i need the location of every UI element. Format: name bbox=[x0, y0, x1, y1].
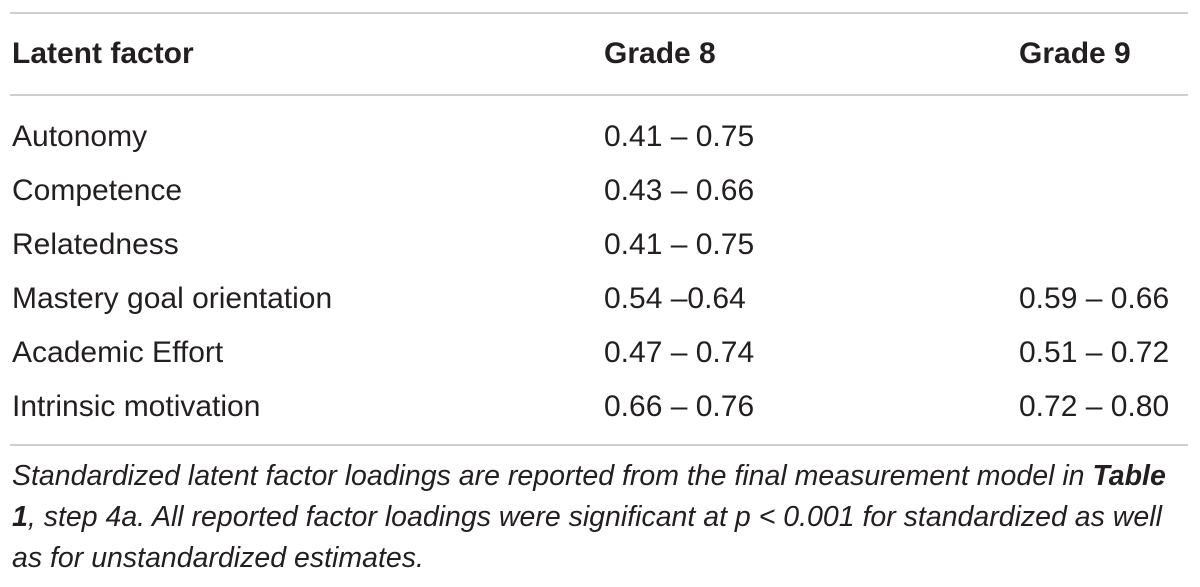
header-rule bbox=[10, 94, 1188, 96]
factor-cell: Competence bbox=[12, 174, 183, 207]
factor-loadings-body: Autonomy 0.41 – 0.75 Competence 0.43 – 0… bbox=[10, 96, 1188, 444]
table-footnote: Standardized latent factor loadings are … bbox=[10, 446, 1190, 579]
factor-cell: Academic Effort bbox=[12, 336, 224, 369]
bottom-rule bbox=[10, 444, 1188, 446]
table-row: Academic Effort 0.47 – 0.74 0.51 – 0.72 bbox=[10, 326, 1188, 380]
table-row: Mastery goal orientation 0.54 –0.64 0.59… bbox=[10, 272, 1188, 326]
factor-cell: Intrinsic motivation bbox=[12, 390, 261, 423]
header-grade-9: Grade 9 bbox=[1019, 37, 1131, 70]
grade-8-cell: 0.66 – 0.76 bbox=[604, 390, 755, 423]
grade-8-cell: 0.54 –0.64 bbox=[604, 282, 746, 315]
footnote-text-1: Standardized latent factor loadings are … bbox=[12, 460, 1093, 492]
grade-9-cell bbox=[1019, 218, 1188, 272]
factor-cell: Mastery goal orientation bbox=[12, 282, 333, 315]
header-row: Latent factor Grade 8 Grade 9 bbox=[10, 14, 1188, 94]
header-latent-factor: Latent factor bbox=[12, 37, 194, 70]
grade-8-cell: 0.41 – 0.75 bbox=[604, 120, 755, 153]
grade-8-cell: 0.47 – 0.74 bbox=[604, 336, 755, 369]
grade-9-cell: 0.51 – 0.72 bbox=[1019, 336, 1170, 369]
table-row: Intrinsic motivation 0.66 – 0.76 0.72 – … bbox=[10, 380, 1188, 444]
footnote-table-reference: Table 1 bbox=[12, 460, 1166, 533]
top-rule bbox=[10, 12, 1188, 14]
factor-cell: Autonomy bbox=[12, 120, 148, 153]
grade-8-cell: 0.41 – 0.75 bbox=[604, 228, 755, 261]
footnote-text-2: , step 4a. All reported factor loadings … bbox=[12, 501, 1162, 574]
table-row: Competence 0.43 – 0.66 bbox=[10, 164, 1188, 218]
factor-cell: Relatedness bbox=[12, 228, 179, 261]
grade-9-cell bbox=[1019, 164, 1188, 218]
table-row: Autonomy 0.41 – 0.75 bbox=[10, 96, 1188, 164]
table-row: Relatedness 0.41 – 0.75 bbox=[10, 218, 1188, 272]
grade-9-cell: 0.59 – 0.66 bbox=[1019, 282, 1170, 315]
grade-8-cell: 0.43 – 0.66 bbox=[604, 174, 755, 207]
header-grade-8: Grade 8 bbox=[604, 37, 716, 70]
factor-loadings-table: Latent factor Grade 8 Grade 9 bbox=[10, 14, 1188, 94]
grade-9-cell bbox=[1019, 96, 1188, 164]
grade-9-cell: 0.72 – 0.80 bbox=[1019, 390, 1170, 423]
factor-loadings-table-container: Latent factor Grade 8 Grade 9 Autonomy 0… bbox=[10, 0, 1198, 579]
